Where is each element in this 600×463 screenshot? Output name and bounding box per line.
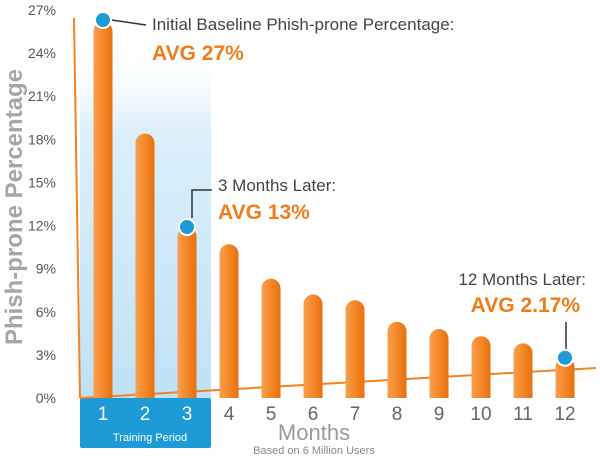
y-axis [73,17,81,399]
y-tick-label: 9% [36,261,56,277]
annotation-value: AVG 27% [152,42,244,65]
bar-month-7 [345,300,365,398]
annotation-title: 3 Months Later: [218,176,336,195]
x-tick-label: 1 [98,404,109,425]
y-tick-label: 24% [28,45,56,61]
bar-month-5 [261,278,281,398]
bar-month-10 [471,336,491,398]
training-period-label-box [80,398,211,448]
bars [93,21,575,398]
bar-month-8 [387,321,407,398]
annotation-title: 12 Months Later: [458,270,586,289]
y-tick-label: 0% [36,390,56,406]
y-tick-label: 27% [28,2,56,18]
bar-month-4 [219,244,239,398]
x-tick-label: 11 [513,404,533,425]
x-axis-subtitle: Based on 6 Million Users [253,445,375,457]
data-marker [556,348,574,367]
training-period-label: Training Period [113,432,187,444]
x-tick-label: 10 [470,404,491,425]
x-tick-labels: 1 2 3 4 5 6 7 8 9 10 11 12 [98,404,576,425]
x-tick-label: 7 [350,404,361,425]
y-axis-title: Phish-prone Percentage [1,69,28,345]
y-tick-label: 12% [28,218,56,234]
bar-month-9 [429,329,449,398]
bar-month-12 [555,357,575,398]
x-axis-title: Months [278,420,350,445]
y-tick-label: 3% [36,347,56,363]
x-tick-label: 2 [140,404,151,425]
y-tick-label: 18% [28,131,56,147]
y-tick-label: 21% [28,88,56,104]
bar-month-1 [93,21,113,398]
y-tick-labels: 0% 3% 6% 9% 12% 15% 18% 21% 24% 27% [28,2,56,406]
x-tick-label: 9 [434,404,445,425]
bar-month-11 [513,343,533,398]
annotation-leader-line [111,19,147,26]
x-tick-label: 3 [182,404,193,425]
bar-month-3 [177,226,197,398]
x-tick-label: 6 [308,404,319,425]
data-marker [178,217,196,236]
y-tick-label: 15% [28,174,56,190]
x-tick-label: 12 [554,404,575,425]
annotations: Initial Baseline Phish-prone Percentage:… [94,11,586,367]
x-tick-label: 4 [224,404,235,425]
y-tick-label: 6% [36,304,56,320]
annotation-value: AVG 2.17% [471,294,581,317]
x-tick-label: 8 [392,404,403,425]
bar-month-2 [135,133,155,398]
annotation-leader-line [191,189,212,218]
x-tick-label: 5 [266,404,277,425]
annotation-title: Initial Baseline Phish-prone Percentage: [152,15,454,34]
bar-month-6 [303,294,323,398]
annotation-value: AVG 13% [218,201,310,224]
data-marker [94,11,112,29]
x-axis [79,367,597,399]
